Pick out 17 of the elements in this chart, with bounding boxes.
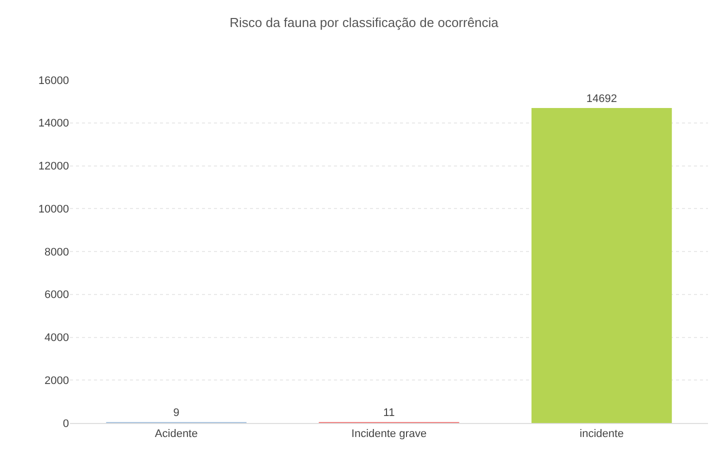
y-tick-label: 6000 xyxy=(44,289,69,302)
chart-title: Risco da fauna por classificação de ocorrência xyxy=(230,15,500,30)
x-tick-label: incidente xyxy=(580,428,624,440)
y-tick-label: 16000 xyxy=(38,74,69,87)
bar xyxy=(531,108,672,423)
y-tick-label: 12000 xyxy=(38,160,69,173)
y-tick-label: 10000 xyxy=(38,203,69,216)
y-tick-label: 4000 xyxy=(44,332,69,344)
x-tick-label: Incidente grave xyxy=(351,428,427,440)
y-tick-label: 0 xyxy=(62,418,69,430)
data-label: 14692 xyxy=(586,93,617,106)
data-label: 11 xyxy=(383,407,395,419)
y-tick-label: 8000 xyxy=(44,246,69,258)
y-tick-label: 14000 xyxy=(38,118,69,130)
data-label: 9 xyxy=(173,407,180,419)
x-tick-label: Acidente xyxy=(154,428,198,440)
y-tick-label: 2000 xyxy=(44,374,69,387)
